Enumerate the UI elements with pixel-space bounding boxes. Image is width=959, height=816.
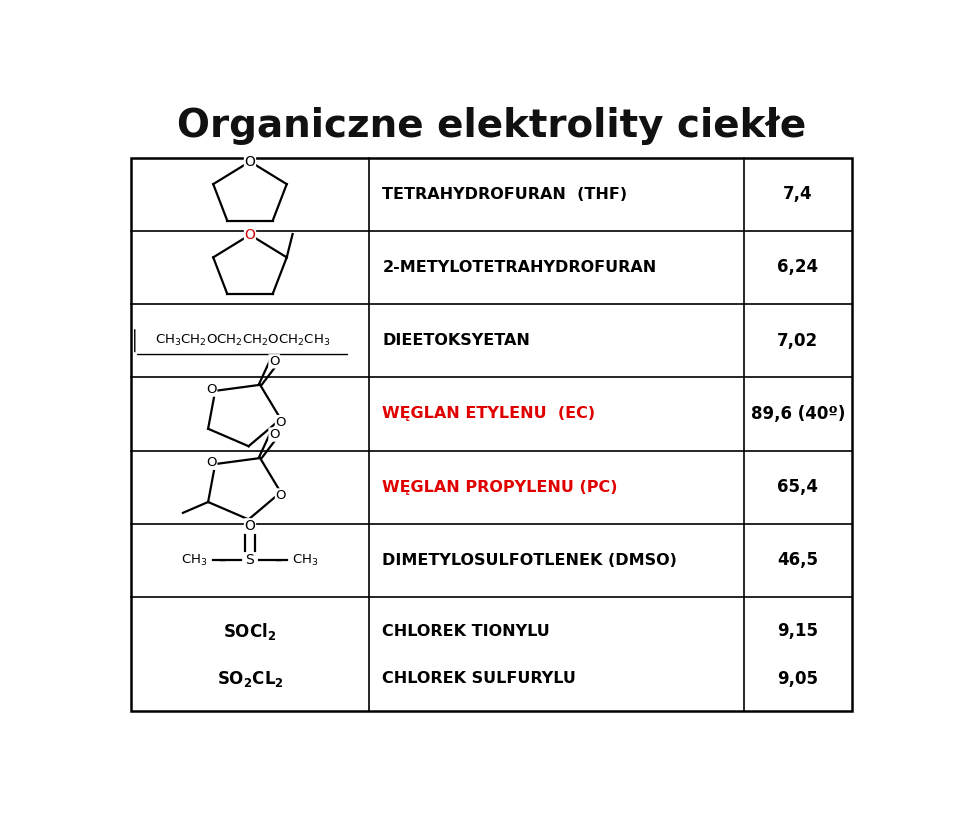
Text: O: O — [269, 355, 279, 368]
Text: 9,05: 9,05 — [778, 670, 818, 688]
Text: O: O — [206, 456, 217, 469]
Text: O: O — [245, 519, 255, 533]
Text: $\mathregular{CH_3}$: $\mathregular{CH_3}$ — [181, 553, 207, 568]
Text: 2-METYLOTETRAHYDROFURAN: 2-METYLOTETRAHYDROFURAN — [383, 260, 657, 275]
Text: O: O — [245, 228, 255, 242]
Text: DIEETOKSYETAN: DIEETOKSYETAN — [383, 333, 530, 348]
Text: 7,02: 7,02 — [778, 331, 818, 350]
Text: 89,6 (40º): 89,6 (40º) — [751, 405, 845, 423]
Text: WĘGLAN PROPYLENU (PC): WĘGLAN PROPYLENU (PC) — [383, 480, 618, 494]
Text: WĘGLAN ETYLENU  (EC): WĘGLAN ETYLENU (EC) — [383, 406, 596, 421]
Text: 6,24: 6,24 — [778, 259, 818, 277]
Text: O: O — [275, 415, 286, 428]
Text: CHLOREK TIONYLU: CHLOREK TIONYLU — [383, 623, 550, 639]
Text: O: O — [269, 428, 279, 441]
Text: $\mathregular{CH_3}$: $\mathregular{CH_3}$ — [292, 553, 319, 568]
Text: O: O — [206, 383, 217, 396]
Text: DIMETYLOSULFOTLENEK (DMSO): DIMETYLOSULFOTLENEK (DMSO) — [383, 553, 677, 568]
Text: 9,15: 9,15 — [778, 622, 818, 640]
Text: 46,5: 46,5 — [778, 552, 818, 570]
Text: 7,4: 7,4 — [784, 185, 812, 203]
Text: TETRAHYDROFURAN  (THF): TETRAHYDROFURAN (THF) — [383, 187, 627, 202]
Text: O: O — [275, 489, 286, 502]
Text: $\mathbf{SO_2CL_2}$: $\mathbf{SO_2CL_2}$ — [217, 669, 284, 689]
Text: O: O — [245, 154, 255, 169]
Text: –: – — [274, 553, 282, 568]
Text: S: S — [246, 553, 254, 567]
Text: $\mathregular{CH_3CH_2OCH_2CH_2OCH_2CH_3}$: $\mathregular{CH_3CH_2OCH_2CH_2OCH_2CH_3… — [155, 333, 330, 348]
Text: –: – — [219, 553, 226, 568]
Text: 65,4: 65,4 — [778, 478, 818, 496]
Text: $\mathbf{SOCl_2}$: $\mathbf{SOCl_2}$ — [223, 621, 276, 641]
Text: Organiczne elektrolity ciekłe: Organiczne elektrolity ciekłe — [176, 107, 807, 145]
Text: CHLOREK SULFURYLU: CHLOREK SULFURYLU — [383, 672, 576, 686]
Bar — [131, 157, 852, 711]
